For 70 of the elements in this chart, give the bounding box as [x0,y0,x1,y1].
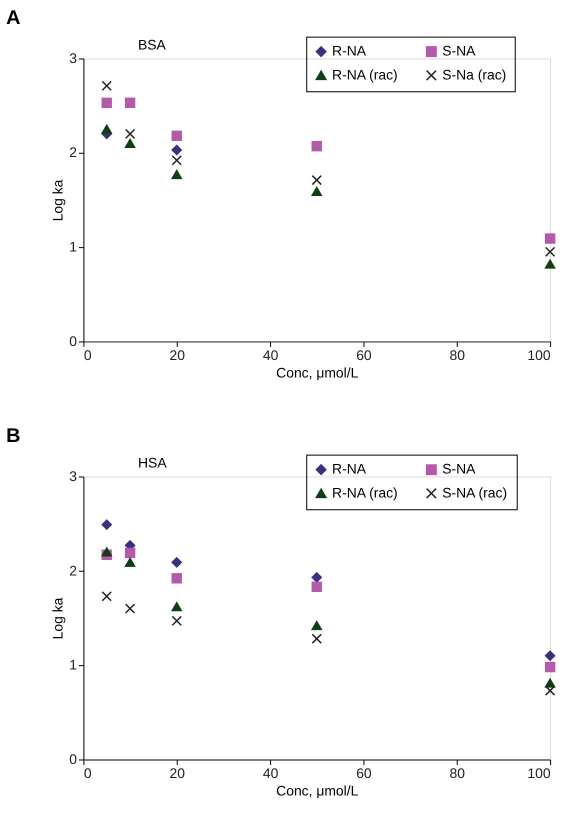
point [544,662,556,672]
y-tick-label: 0 [69,332,78,349]
point [312,620,322,630]
point [102,80,112,91]
point [124,548,136,558]
point [102,547,112,557]
point [124,558,136,567]
x-tick-label: 80 [450,346,466,363]
point [172,144,182,156]
point [172,170,182,180]
point [172,573,182,584]
y-tick-label: 3 [69,50,78,66]
x-axis-title: Conc, μmol/L [276,782,359,799]
text: HSA [138,454,168,471]
point [312,186,322,196]
y-tick-label: 2 [69,562,78,578]
legend-label: R-NA [332,42,367,59]
point [312,634,322,644]
point [102,98,112,108]
legend-label: R-NA [332,460,367,477]
point [544,246,556,258]
x-tick-label: 100 [527,764,551,781]
y-tick-label: 2 [69,144,78,160]
point [544,260,556,269]
legend-label: S-NA (rac) [442,484,508,500]
point [172,557,182,568]
point [312,174,322,186]
y-tick-label: 1 [69,238,78,255]
legend-label: R-NA (rac) [332,484,398,500]
x-tick-label: 40 [262,346,279,363]
point [102,519,112,530]
x-tick-label: 80 [450,764,466,781]
point [544,650,556,661]
point [172,130,182,141]
y-tick-label: 3 [69,468,78,484]
point [124,98,136,108]
point [124,603,136,614]
y-axis-title: Log ka [49,597,66,640]
x-tick-label: 20 [170,346,186,363]
legend-label: S-NA [442,460,476,477]
chart-title: B [6,425,21,448]
point [172,602,182,612]
y-tick-label: 1 [69,656,78,673]
x-tick-label: 60 [356,764,372,781]
x-tick-label: 40 [262,764,279,781]
point [102,591,112,602]
chart-title: A [6,7,21,30]
point [312,572,322,583]
y-tick-label: 0 [69,750,78,767]
x-tick-label: 0 [84,346,92,363]
x-tick-label: 60 [356,346,372,363]
text: BSA [138,36,167,53]
x-tick-label: 20 [170,764,186,781]
point [102,124,112,134]
x-axis-title: Conc, μmol/L [276,364,359,381]
point [172,616,182,626]
legend-label: R-NA (rac) [332,66,398,82]
point [544,678,556,688]
point [172,155,182,166]
point [312,582,322,592]
x-tick-label: 100 [527,346,551,363]
x-tick-label: 0 [84,764,92,781]
legend-label: S-Na (rac) [442,66,506,82]
point [124,128,136,140]
y-axis-title: Log ka [49,179,66,222]
point [312,140,322,152]
point [124,138,136,148]
point [544,685,556,696]
point [544,233,556,244]
legend-label: S-NA [442,42,476,59]
